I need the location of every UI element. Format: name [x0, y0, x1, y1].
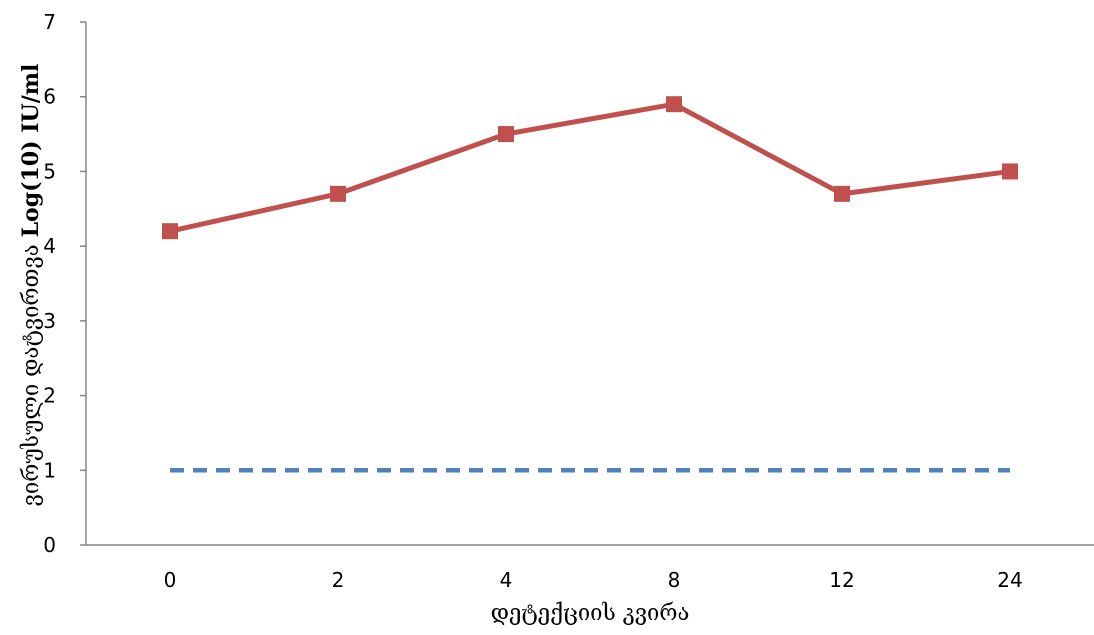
- data-point-marker: [330, 185, 346, 202]
- data-point-marker: [834, 185, 850, 202]
- data-point-marker: [666, 96, 682, 113]
- y-tick-label: 7: [43, 10, 56, 34]
- y-tick-label: 6: [43, 85, 56, 109]
- y-tick-label: 1: [43, 458, 56, 482]
- x-tick-label: 12: [829, 568, 854, 592]
- y-tick-label: 0: [43, 533, 56, 557]
- x-axis-title: დეტექციის კვირა: [491, 601, 690, 626]
- data-point-marker: [498, 126, 514, 143]
- x-tick-label: 8: [668, 568, 681, 592]
- x-tick-label: 2: [332, 568, 345, 592]
- y-axis-title-unit: Log(10) IU/ml: [18, 64, 44, 238]
- series-line-0: [169, 101, 1011, 234]
- y-axis-title: ვირუსული დატვირთვა Log(10) IU/ml: [18, 64, 44, 507]
- y-tick-label: 4: [43, 234, 56, 258]
- y-tick-label: 3: [43, 309, 56, 333]
- x-tick-label: 24: [997, 568, 1022, 592]
- data-point-marker: [162, 223, 178, 240]
- y-axis-title-text: ვირუსული დატვირთვა: [19, 237, 44, 506]
- y-tick-label: 5: [43, 159, 56, 183]
- x-tick-label: 4: [500, 568, 513, 592]
- data-point-marker: [1002, 163, 1018, 180]
- x-tick-label: 0: [164, 568, 177, 592]
- y-tick-label: 2: [43, 384, 56, 408]
